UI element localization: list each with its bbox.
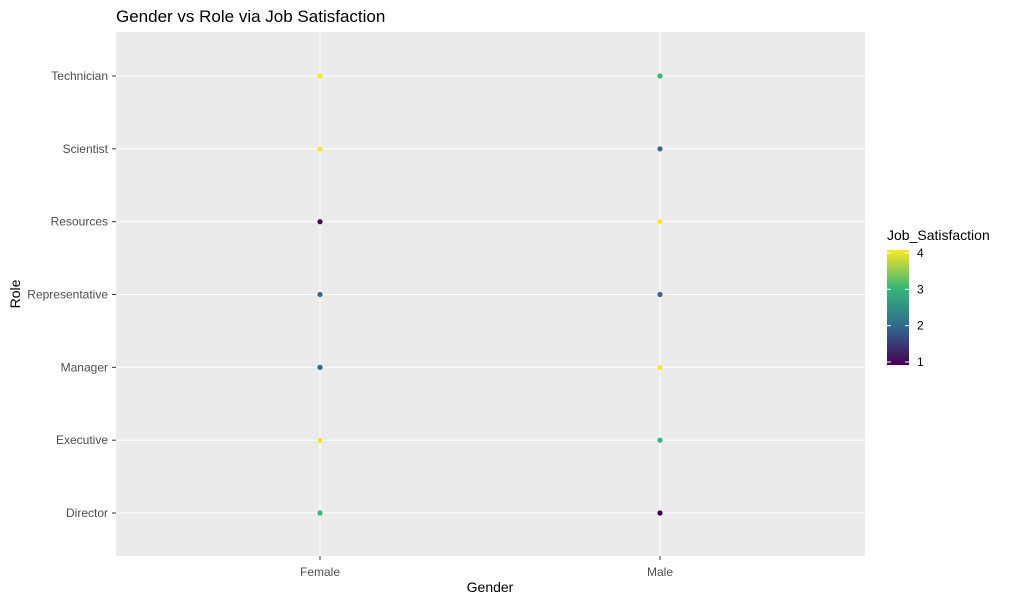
y-tick-label: Technician [51, 69, 108, 83]
data-point [317, 73, 323, 79]
data-point [317, 219, 323, 225]
data-point [657, 146, 663, 152]
legend-colorbar [887, 250, 909, 365]
x-axis-title: Gender [467, 579, 514, 595]
data-point [317, 364, 323, 370]
color-legend: Job_Satisfaction 1 2 3 4 [887, 227, 990, 369]
x-tick-label: Female [300, 565, 340, 579]
data-point [317, 291, 323, 298]
y-tick-label: Scientist [63, 142, 109, 156]
data-point [657, 219, 663, 225]
grid-lines [116, 32, 865, 556]
y-tick-label: Representative [27, 288, 108, 302]
y-axis: Director Executive Manager Representative Re… [27, 69, 116, 520]
legend-ticks: 1 2 3 4 [887, 246, 924, 369]
legend-tick-label: 4 [917, 246, 924, 260]
y-tick-label: Director [66, 506, 108, 520]
y-axis-title: Role [7, 279, 23, 308]
data-point [657, 437, 663, 443]
x-tick-label: Male [647, 565, 673, 579]
x-axis: Female Male [300, 556, 673, 579]
data-point [317, 437, 323, 443]
data-point [657, 364, 663, 370]
legend-title: Job_Satisfaction [887, 227, 990, 243]
data-point [317, 510, 323, 516]
data-point [657, 291, 663, 298]
legend-tick-label: 1 [917, 355, 924, 369]
legend-tick-label: 3 [917, 282, 924, 296]
legend-tick-label: 2 [917, 319, 924, 333]
y-tick-label: Manager [61, 360, 108, 374]
data-point [657, 510, 663, 516]
data-point [657, 73, 663, 79]
data-points [317, 73, 663, 516]
y-tick-label: Resources [51, 215, 108, 229]
data-point [317, 146, 323, 152]
y-tick-label: Executive [56, 433, 108, 447]
chart-title: Gender vs Role via Job Satisfaction [116, 7, 385, 26]
